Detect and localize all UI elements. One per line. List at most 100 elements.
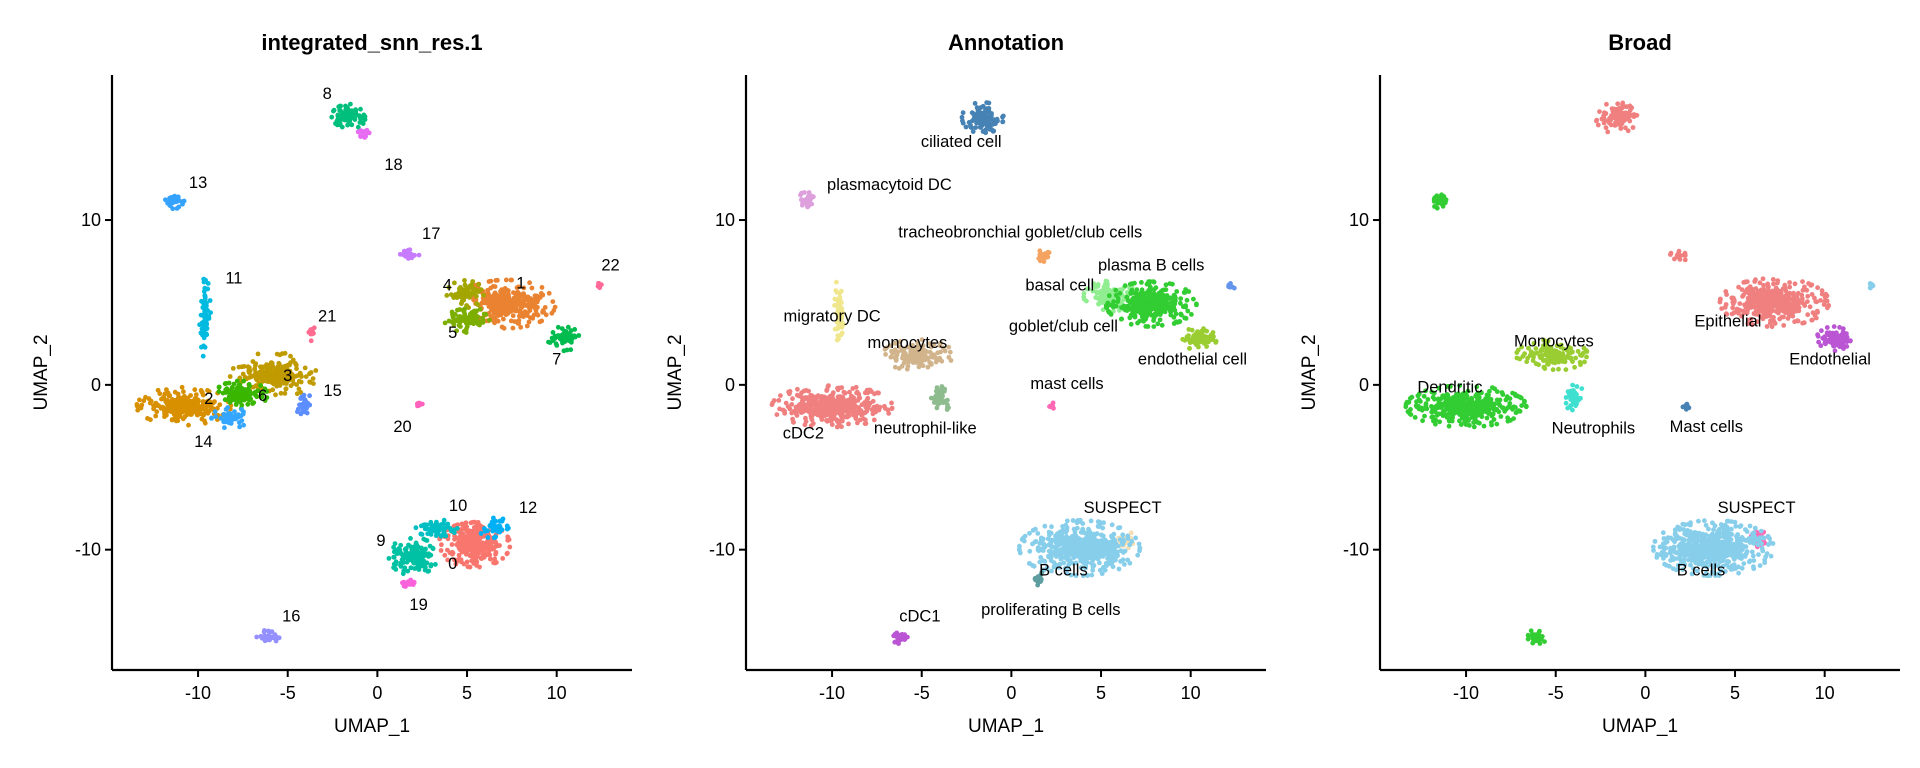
y-tick-label: 0 xyxy=(91,375,101,395)
cluster-label-19: 19 xyxy=(409,596,427,614)
point xyxy=(529,285,535,291)
point xyxy=(180,416,186,422)
point xyxy=(1174,319,1179,325)
point xyxy=(937,398,943,404)
point xyxy=(269,372,275,378)
point xyxy=(203,312,209,318)
point xyxy=(1143,324,1149,329)
point xyxy=(442,525,448,531)
point xyxy=(487,556,493,562)
point xyxy=(362,114,368,119)
cluster-neutrophil-like xyxy=(928,384,951,412)
point xyxy=(790,416,795,422)
point xyxy=(186,422,191,428)
point xyxy=(413,525,419,531)
point xyxy=(486,301,491,306)
point xyxy=(485,287,490,293)
point xyxy=(216,389,222,394)
point xyxy=(854,389,860,395)
y-tick-label: 10 xyxy=(81,210,101,230)
point xyxy=(293,362,299,368)
point xyxy=(473,558,479,564)
point xyxy=(148,398,154,404)
point xyxy=(403,553,409,559)
point xyxy=(893,356,899,362)
point xyxy=(171,403,177,408)
point xyxy=(1143,306,1149,312)
cluster-label-13: 13 xyxy=(189,174,207,192)
point xyxy=(417,550,422,555)
point xyxy=(453,535,459,541)
point xyxy=(209,405,214,411)
point xyxy=(428,521,434,527)
point xyxy=(462,293,468,298)
point xyxy=(501,325,507,331)
point xyxy=(1084,298,1089,304)
point xyxy=(966,120,972,125)
point xyxy=(454,558,460,564)
point xyxy=(1194,302,1199,308)
point xyxy=(411,554,417,559)
point xyxy=(247,368,253,374)
point xyxy=(836,385,842,391)
point xyxy=(419,401,425,407)
point xyxy=(199,326,205,332)
point xyxy=(1046,250,1052,256)
point xyxy=(489,546,495,552)
point xyxy=(467,530,472,536)
point xyxy=(496,312,501,318)
point xyxy=(819,394,825,399)
point xyxy=(1139,295,1144,300)
point xyxy=(568,347,574,353)
point xyxy=(476,282,481,287)
point xyxy=(349,122,355,128)
point xyxy=(1191,296,1196,302)
point xyxy=(241,409,246,415)
point xyxy=(441,521,446,526)
point xyxy=(271,635,277,640)
point xyxy=(794,392,800,398)
point xyxy=(1167,295,1173,301)
point xyxy=(163,399,169,404)
point xyxy=(462,282,468,288)
point xyxy=(216,384,222,390)
point xyxy=(839,325,845,330)
point xyxy=(457,534,463,539)
point xyxy=(439,542,444,548)
point xyxy=(459,521,465,527)
point xyxy=(511,306,516,311)
point xyxy=(202,298,207,304)
cluster-label-5: 5 xyxy=(448,324,457,342)
point xyxy=(597,285,603,291)
point xyxy=(1151,324,1157,329)
scatter-points xyxy=(134,101,604,644)
cluster-label-9: 9 xyxy=(376,532,385,550)
point xyxy=(229,397,235,402)
cluster-tracheobronchial-goblet-club-cells xyxy=(1036,248,1052,264)
point xyxy=(539,285,545,290)
point xyxy=(922,357,928,363)
point xyxy=(1081,294,1087,300)
point xyxy=(1193,333,1198,339)
point xyxy=(942,398,947,404)
point xyxy=(980,103,986,109)
point xyxy=(1152,293,1158,299)
point xyxy=(391,549,397,555)
point xyxy=(835,419,840,424)
point xyxy=(470,279,476,284)
point xyxy=(798,192,803,198)
point xyxy=(247,395,252,401)
point xyxy=(479,300,485,306)
x-tick-label: 0 xyxy=(372,683,382,703)
point xyxy=(462,278,467,283)
point xyxy=(834,424,840,430)
point xyxy=(1146,281,1152,287)
point xyxy=(883,352,888,357)
point xyxy=(947,349,953,355)
point xyxy=(203,325,209,331)
point xyxy=(288,353,293,359)
cluster-ciliated-cell xyxy=(959,100,1006,136)
point xyxy=(1189,327,1195,333)
point xyxy=(456,552,462,558)
point xyxy=(313,368,319,373)
